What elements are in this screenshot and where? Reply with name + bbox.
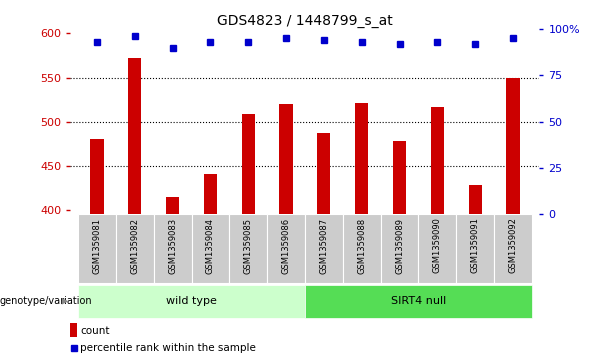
Bar <box>494 214 532 283</box>
Bar <box>70 323 77 337</box>
Text: GSM1359086: GSM1359086 <box>281 218 291 274</box>
Text: GSM1359088: GSM1359088 <box>357 218 366 274</box>
Text: count: count <box>80 326 110 336</box>
Text: GSM1359092: GSM1359092 <box>508 218 517 273</box>
Bar <box>116 214 154 283</box>
Text: GSM1359089: GSM1359089 <box>395 218 404 274</box>
Text: GSM1359091: GSM1359091 <box>471 218 479 273</box>
Bar <box>90 139 104 214</box>
Text: GSM1359081: GSM1359081 <box>93 218 102 274</box>
Bar <box>393 141 406 214</box>
Text: GSM1359082: GSM1359082 <box>131 218 139 274</box>
Bar <box>431 107 444 214</box>
Text: percentile rank within the sample: percentile rank within the sample <box>80 343 256 353</box>
Bar <box>355 103 368 214</box>
Text: GSM1359090: GSM1359090 <box>433 218 442 273</box>
Bar <box>78 214 116 283</box>
Bar <box>204 175 217 214</box>
Bar <box>267 214 305 283</box>
Bar <box>78 285 305 318</box>
Bar <box>166 196 179 214</box>
Bar <box>128 58 142 214</box>
Bar <box>280 104 292 214</box>
Bar <box>468 185 482 214</box>
Text: wild type: wild type <box>166 296 217 306</box>
Bar <box>229 214 267 283</box>
Bar <box>343 214 381 283</box>
Bar <box>318 133 330 214</box>
Text: SIRT4 null: SIRT4 null <box>391 296 446 306</box>
Text: GSM1359084: GSM1359084 <box>206 218 215 274</box>
Bar <box>305 285 532 318</box>
Bar <box>242 114 255 214</box>
Bar <box>381 214 419 283</box>
Bar <box>191 214 229 283</box>
Title: GDS4823 / 1448799_s_at: GDS4823 / 1448799_s_at <box>217 14 393 28</box>
Text: genotype/variation: genotype/variation <box>0 296 93 306</box>
Bar <box>506 78 520 214</box>
Text: GSM1359087: GSM1359087 <box>319 218 329 274</box>
Text: GSM1359085: GSM1359085 <box>244 218 253 274</box>
Bar <box>456 214 494 283</box>
Bar <box>305 214 343 283</box>
Bar <box>154 214 191 283</box>
Bar <box>419 214 456 283</box>
Text: GSM1359083: GSM1359083 <box>168 218 177 274</box>
